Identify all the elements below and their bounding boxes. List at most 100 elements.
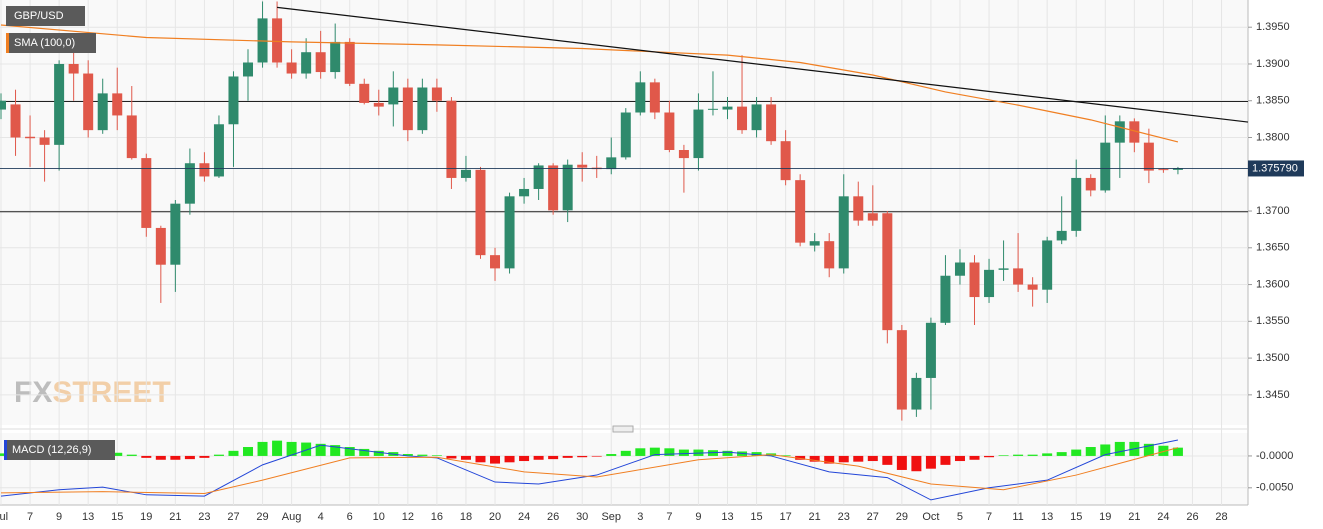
legend-label: GBP/USD	[14, 10, 64, 22]
legend-swatch	[4, 440, 7, 460]
legend-box	[4, 440, 115, 460]
x-tick-label: 4	[318, 511, 324, 523]
x-tick-label: 7	[27, 511, 33, 523]
x-tick-label: 19	[1099, 511, 1111, 523]
indicator-line	[0, 439, 1179, 501]
histogram-bar	[1071, 449, 1082, 456]
histogram-bar	[373, 450, 384, 456]
indicator-line	[0, 24, 1179, 143]
histogram-bar	[330, 445, 341, 456]
histogram-bar	[0, 453, 6, 456]
candle-body	[1085, 177, 1096, 191]
candle-body	[475, 169, 486, 256]
candle-body	[780, 141, 791, 181]
candle-body	[68, 63, 79, 74]
candle-body	[301, 52, 312, 74]
histogram-bar	[315, 443, 326, 456]
histogram-bar	[722, 450, 733, 456]
histogram-bar	[591, 455, 602, 457]
candle-body	[707, 108, 718, 110]
x-tick-label: 7	[666, 511, 672, 523]
y-tick-label: 1.3600	[1256, 278, 1290, 290]
candle-body	[243, 62, 254, 77]
histogram-bar	[1013, 454, 1024, 456]
x-tick-label: 23	[198, 511, 210, 523]
candle-body	[925, 322, 936, 378]
x-tick-label: Aug	[282, 511, 302, 523]
y-tick-label: 1.3650	[1256, 242, 1290, 254]
histogram-bar	[1158, 445, 1169, 456]
histogram-bar	[1172, 447, 1183, 456]
y-tick-label: 1.3850	[1256, 95, 1290, 107]
histogram-bar	[228, 450, 239, 456]
histogram-bar	[475, 455, 486, 463]
histogram-bar	[141, 455, 152, 458]
x-tick-label: 21	[809, 511, 821, 523]
histogram-bar	[1056, 452, 1067, 456]
x-tick-label: 13	[82, 511, 94, 523]
histogram-bar	[490, 455, 501, 464]
x-tick-label: 28	[1215, 511, 1227, 523]
x-tick-label: 23	[838, 511, 850, 523]
histogram-bar	[853, 455, 864, 462]
y-tick-label: -0.0000	[1256, 450, 1293, 462]
x-tick-label: 10	[373, 511, 385, 523]
y-tick-label: -0.0050	[1256, 482, 1293, 494]
candle-body	[315, 52, 326, 73]
candle-body	[417, 87, 428, 131]
x-tick-label: 30	[576, 511, 588, 523]
logo-fx: FX	[14, 376, 52, 409]
x-tick-label: 29	[896, 511, 908, 523]
histogram-bar	[344, 447, 355, 456]
candle-body	[1027, 284, 1038, 290]
candle-body	[490, 255, 501, 269]
histogram-bar	[1085, 447, 1096, 456]
histogram-bar	[184, 455, 195, 460]
candle-body	[1100, 142, 1111, 191]
histogram-bar	[1042, 453, 1053, 456]
logo: FXSTREET	[14, 376, 171, 409]
candle-body	[751, 104, 762, 131]
histogram-bar	[519, 455, 530, 462]
histogram-bar	[504, 455, 515, 463]
candle-body	[766, 104, 777, 142]
x-tick-label: 26	[1186, 511, 1198, 523]
indicator-line	[0, 447, 1179, 495]
candle-body	[722, 106, 733, 110]
x-tick-label: 24	[518, 511, 530, 523]
candle-body	[0, 100, 6, 110]
candle-body	[141, 158, 152, 228]
last-price-label: 1.375790	[1252, 162, 1298, 174]
candle-body	[562, 164, 573, 211]
candle-body	[635, 82, 646, 113]
resize-handle[interactable]	[612, 425, 634, 433]
x-tick-label: 13	[721, 511, 733, 523]
y-tick-label: 1.3800	[1256, 131, 1290, 143]
candle-body	[388, 87, 399, 105]
candle-body	[460, 169, 471, 178]
histogram-bar	[126, 454, 137, 456]
macd-panel	[0, 433, 1248, 505]
x-tick-label: 24	[1157, 511, 1169, 523]
candle-body	[39, 137, 50, 145]
x-tick-label: 15	[750, 511, 762, 523]
histogram-bar	[1143, 443, 1154, 456]
candle-body	[83, 73, 94, 131]
histogram-bar	[620, 450, 631, 456]
histogram-bar	[577, 455, 588, 458]
x-tick-label: 11	[1012, 511, 1023, 523]
x-tick-label: 16	[431, 511, 443, 523]
candle-body	[533, 165, 544, 189]
candle-body	[896, 330, 907, 410]
histogram-bar	[112, 452, 123, 456]
candle-body	[1129, 121, 1140, 143]
x-tick-label: 5	[957, 511, 963, 523]
candle-body	[1013, 268, 1024, 285]
candle-body	[867, 213, 878, 221]
candle-body	[1056, 230, 1067, 241]
histogram-bar	[678, 449, 689, 456]
legend-label: SMA (100,0)	[14, 37, 75, 49]
histogram-bar	[257, 441, 268, 456]
price-panel	[0, 0, 1248, 425]
